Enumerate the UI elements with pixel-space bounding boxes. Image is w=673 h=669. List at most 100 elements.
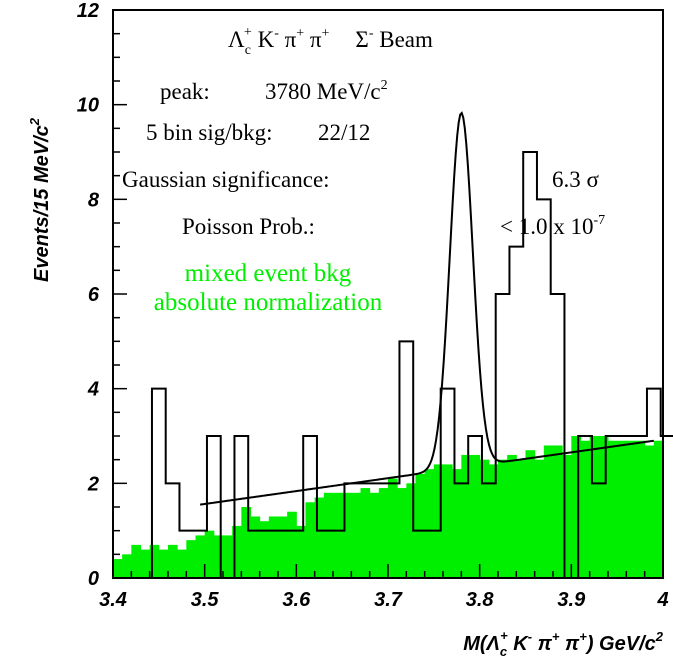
bkg-bar	[644, 445, 655, 578]
bkg-bar	[195, 535, 206, 578]
y-tick-label: 8	[88, 189, 100, 211]
bkg-bar	[498, 459, 508, 578]
y-axis-title-sup: 2	[27, 117, 42, 126]
bkg-bar	[525, 450, 536, 578]
bkg-bar	[296, 525, 306, 578]
ann-poisson-exp: -7	[593, 213, 605, 228]
x-title-rest2: π	[532, 633, 553, 655]
annotation-decay: Λc+ K- π+ π+ Σ- Beam	[228, 25, 433, 58]
x-title-rest: K	[508, 633, 530, 655]
annotation-gauss-value: 6.3 σ	[552, 167, 600, 192]
ann-lambda: Λ	[228, 27, 245, 52]
x-title-sub: c	[500, 644, 508, 659]
bkg-bar	[305, 502, 316, 578]
bkg-bar	[635, 440, 646, 578]
background-histogram	[113, 436, 664, 578]
bkg-bar	[278, 516, 288, 578]
bkg-bar	[168, 544, 178, 578]
ann-plus0: +	[244, 25, 252, 40]
annotation-green-1: mixed event bkg	[185, 260, 352, 287]
bkg-bar	[562, 454, 572, 578]
x-tick-label: 3.7	[374, 589, 403, 611]
y-tick-label: 10	[77, 95, 99, 117]
x-tick-label: 3.5	[191, 589, 220, 611]
x-title-sup2: -	[528, 629, 532, 644]
bkg-bar	[378, 488, 389, 578]
ann-sigma: Σ	[355, 27, 368, 52]
ann-sigma-sup: -	[369, 26, 374, 41]
ann-peak-sup: 2	[381, 78, 388, 93]
bkg-bar	[323, 492, 334, 578]
bkg-bar	[406, 483, 416, 578]
bkg-bar	[140, 549, 151, 578]
bkg-bar	[626, 440, 636, 578]
annotation-gauss-label: Gaussian significance:	[122, 167, 330, 192]
bkg-bar	[534, 459, 545, 578]
bkg-bar	[268, 516, 279, 578]
bkg-bar	[122, 554, 132, 578]
x-title-sup3: +	[552, 629, 560, 644]
annotation-green-2: absolute normalization	[154, 289, 383, 316]
bkg-bar	[342, 492, 352, 578]
fit-line	[199, 111, 654, 506]
bkg-bar	[433, 464, 444, 578]
bkg-bar	[360, 488, 371, 578]
ann-pi1: π	[279, 27, 297, 52]
x-title-sup: +	[500, 628, 508, 643]
bkg-bar	[553, 445, 563, 578]
annotation-peak-label: peak:	[160, 79, 210, 104]
bkg-bar	[186, 540, 196, 578]
annotation-sigbkg-value: 22/12	[318, 120, 370, 145]
bkg-bar	[443, 464, 453, 578]
bkg-bar	[479, 459, 490, 578]
y-axis-title: Events/15 MeV/c2	[27, 117, 53, 282]
bkg-bar	[287, 511, 297, 578]
bkg-bar	[204, 530, 215, 578]
bkg-bar	[314, 497, 325, 578]
bkg-bar	[653, 440, 664, 578]
ann-poisson-value: < 1.0 x 10	[500, 214, 593, 239]
bkg-bar	[223, 535, 233, 578]
annotation-poisson-value: < 1.0 x 10-7	[500, 213, 605, 239]
bkg-bar	[608, 440, 618, 578]
x-axis-title: M(Λc+ K- π+ π+) GeV/c2	[463, 628, 664, 659]
annotation-peak-value: 3780 MeV/c2	[265, 78, 388, 104]
bkg-bar	[213, 535, 224, 578]
y-tick-label: 0	[88, 568, 99, 590]
bkg-bar	[369, 492, 380, 578]
x-title-rest4: ) GeV/c	[585, 633, 656, 655]
bkg-bar	[397, 488, 407, 578]
bkg-bar	[488, 464, 499, 578]
bkg-bar	[470, 454, 481, 578]
bkg-bar	[351, 492, 361, 578]
ann-pi2: π	[304, 27, 322, 52]
x-tick-label: 3.8	[466, 589, 495, 611]
x-title-rest3: π	[559, 633, 580, 655]
data-histogram	[150, 151, 673, 579]
ann-peak-value: 3780 MeV/c	[265, 79, 381, 104]
bkg-bar	[259, 521, 270, 578]
annotation-poisson-label: Poisson Prob.:	[182, 214, 315, 239]
x-tick-label: 3.6	[282, 589, 311, 611]
bkg-bar	[507, 454, 517, 578]
ann-c: c	[245, 43, 251, 58]
bkg-bar	[452, 469, 462, 578]
bkg-bar	[516, 459, 526, 578]
x-title-sup4: +	[579, 629, 587, 644]
bkg-bar	[131, 544, 141, 578]
bkg-bar	[250, 516, 261, 578]
x-title-sup5: 2	[655, 629, 664, 644]
bkg-bar	[571, 436, 581, 578]
y-tick-label: 4	[87, 379, 99, 401]
bkg-bar	[177, 549, 187, 578]
bkg-bar	[388, 478, 398, 578]
bkg-bar	[543, 445, 554, 578]
tick-labels: 3.4 3.5 3.6 3.7 3.8 3.9 4 0 2 4 6 8 10 12	[77, 0, 669, 611]
y-tick-label: 2	[87, 473, 99, 495]
bkg-bar	[232, 525, 242, 578]
x-tick-label: 3.4	[99, 589, 127, 611]
bkg-bar	[461, 454, 471, 578]
bkg-bar	[113, 559, 123, 578]
fit-curve	[199, 111, 654, 506]
